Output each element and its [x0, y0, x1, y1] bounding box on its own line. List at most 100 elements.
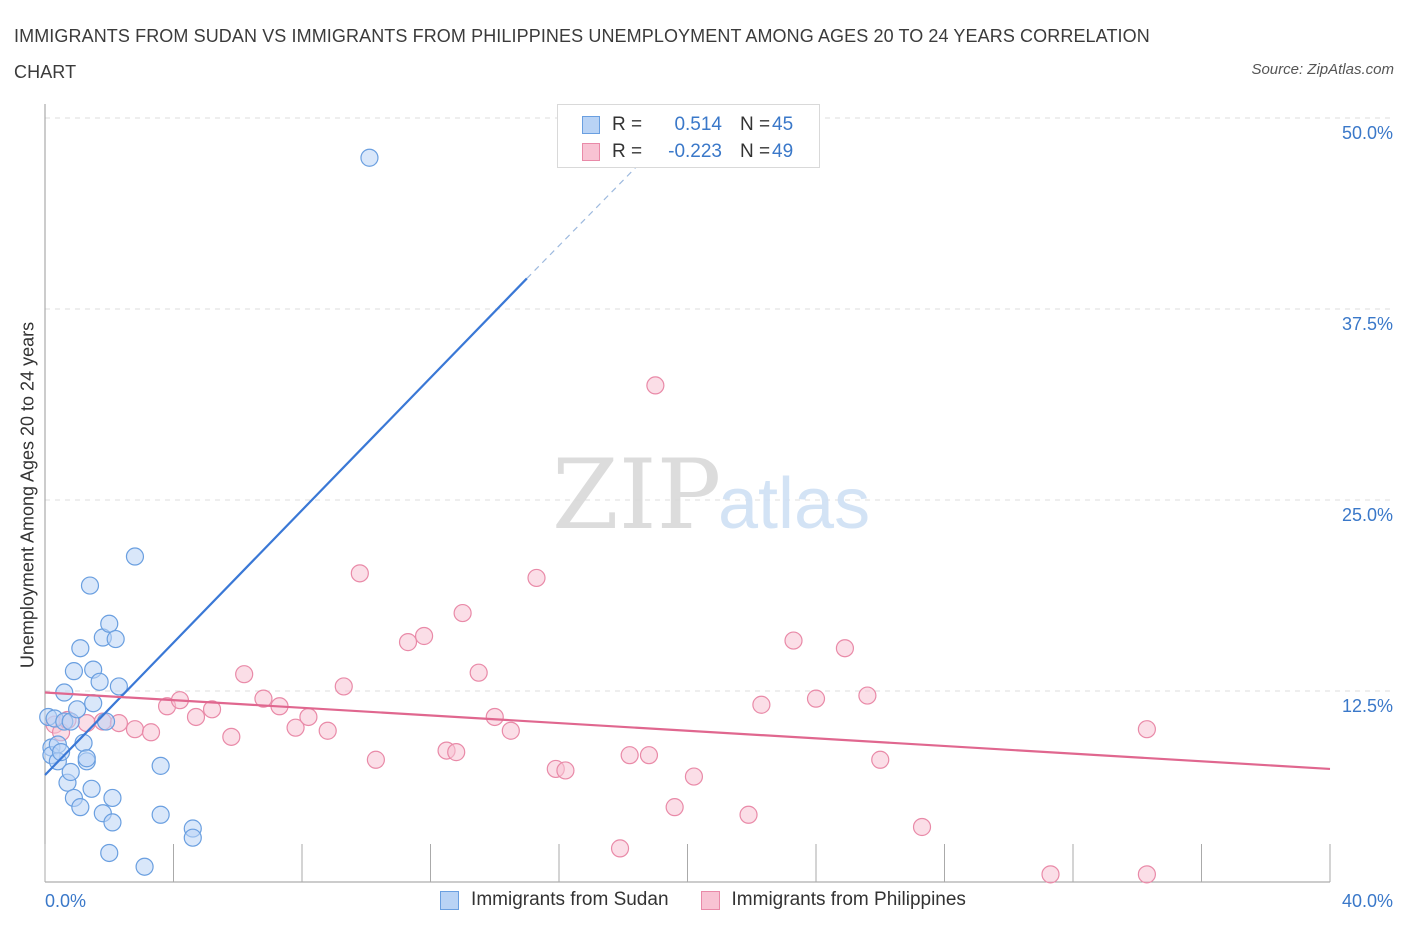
sudan-point	[84, 694, 103, 713]
philippines-point	[858, 686, 877, 705]
philippines-point	[222, 727, 241, 746]
philippines-point	[639, 746, 659, 765]
philippines-point	[398, 633, 418, 652]
legend-n-value: 45	[772, 114, 794, 135]
series-label-philippines: Immigrants from Philippines	[731, 889, 966, 910]
sudan-point	[80, 576, 100, 595]
philippines-point	[286, 718, 305, 737]
sudan-point	[103, 813, 122, 832]
series-swatch-philippines	[700, 890, 720, 910]
sudan-point	[90, 672, 109, 691]
philippines-point	[350, 564, 369, 583]
y-tick-label: 50.0%	[1341, 123, 1393, 143]
philippines-point	[447, 743, 466, 762]
philippines-point	[254, 689, 273, 708]
series-swatch-sudan	[440, 890, 460, 910]
series-legend-sudan[interactable]: Immigrants from Sudan	[440, 889, 669, 911]
philippines-point	[235, 665, 254, 684]
philippines-point	[739, 805, 758, 824]
philippines-point	[806, 689, 826, 708]
philippines-point	[752, 695, 771, 714]
sudan-point	[151, 756, 170, 775]
legend-n-value: 49	[772, 141, 794, 162]
legend-swatch-philippines	[582, 143, 600, 161]
source-label: Source: ZipAtlas.com	[1251, 61, 1394, 78]
y-tick-label: 12.5%	[1341, 696, 1393, 716]
philippines-point	[334, 677, 353, 696]
philippines-point	[299, 707, 318, 727]
philippines-point	[202, 700, 222, 719]
sudan-point	[100, 614, 119, 633]
philippines-point	[665, 798, 684, 817]
philippines-point	[453, 603, 472, 623]
legend-r-label: R =	[612, 114, 643, 135]
sudan-trend-line	[44, 277, 528, 776]
y-tick-label: 25.0%	[1341, 505, 1393, 525]
philippines-point	[610, 839, 630, 858]
sudan-point	[125, 547, 145, 566]
series-legend: Immigrants from Sudan Immigrants from Ph…	[0, 889, 1406, 911]
philippines-point	[684, 767, 704, 786]
sudan-point	[183, 828, 202, 847]
philippines-point	[501, 721, 520, 740]
y-axis-label: Unemployment Among Ages 20 to 24 years	[17, 321, 38, 669]
legend-n-label: N =	[740, 114, 771, 135]
philippines-point	[620, 746, 639, 765]
legend-r-label: R =	[612, 141, 643, 162]
x-tick-label: 0.0%	[45, 891, 87, 911]
sudan-point	[71, 639, 90, 658]
sudan-point	[100, 843, 119, 863]
sudan-point	[96, 712, 116, 731]
sudan-point	[109, 677, 128, 696]
sudan-point	[71, 798, 90, 817]
x-tick-label: 40.0%	[1341, 891, 1393, 911]
watermark-atlas: atlas	[718, 464, 870, 544]
sudan-point	[51, 743, 71, 762]
philippines-trend-line	[44, 691, 1331, 771]
sudan-point	[68, 700, 87, 719]
philippines-point	[912, 817, 932, 837]
sudan-point	[77, 749, 96, 768]
philippines-point	[186, 707, 206, 727]
sudan-points	[39, 148, 379, 876]
series-label-sudan: Immigrants from Sudan	[471, 889, 669, 910]
philippines-point	[527, 568, 546, 588]
philippines-point	[125, 720, 145, 739]
philippines-point	[414, 626, 434, 646]
watermark-zip: ZIP	[552, 439, 721, 551]
legend-swatch-sudan	[582, 116, 600, 134]
philippines-point	[1137, 865, 1156, 884]
philippines-point	[366, 750, 385, 769]
y-tick-label: 37.5%	[1341, 314, 1393, 334]
sudan-point	[103, 788, 122, 808]
sudan-point	[360, 148, 379, 167]
sudan-point	[64, 662, 84, 681]
legend-row-philippines: R = -0.223 N = 49	[582, 140, 793, 164]
sudan-point	[82, 779, 101, 798]
sudan-point	[106, 629, 125, 649]
sudan-point	[61, 762, 80, 782]
legend-row-sudan: R = 0.514 N = 45	[582, 113, 793, 137]
sudan-point	[151, 805, 170, 824]
stats-legend: R = 0.514 N = 45 R = -0.223 N = 49	[557, 104, 820, 168]
philippines-point	[1041, 865, 1060, 884]
philippines-point	[318, 721, 337, 740]
chart-title: IMMIGRANTS FROM SUDAN VS IMMIGRANTS FROM…	[14, 26, 1150, 82]
philippines-point	[469, 663, 488, 682]
trend-lines	[44, 163, 1331, 776]
legend-r-value: 0.514	[674, 114, 722, 135]
legend-r-value: -0.223	[668, 141, 722, 162]
watermark: ZIP atlas	[552, 439, 870, 551]
series-legend-philippines[interactable]: Immigrants from Philippines	[700, 889, 966, 911]
philippines-point	[871, 750, 890, 769]
philippines-point	[556, 761, 575, 780]
philippines-points	[45, 376, 1156, 884]
philippines-point	[646, 376, 665, 395]
philippines-point	[141, 723, 161, 742]
sudan-trend-extension	[526, 163, 640, 279]
philippines-point	[485, 707, 504, 727]
sudan-point	[135, 857, 154, 876]
philippines-point	[784, 631, 803, 650]
grid-lines	[45, 117, 1393, 692]
